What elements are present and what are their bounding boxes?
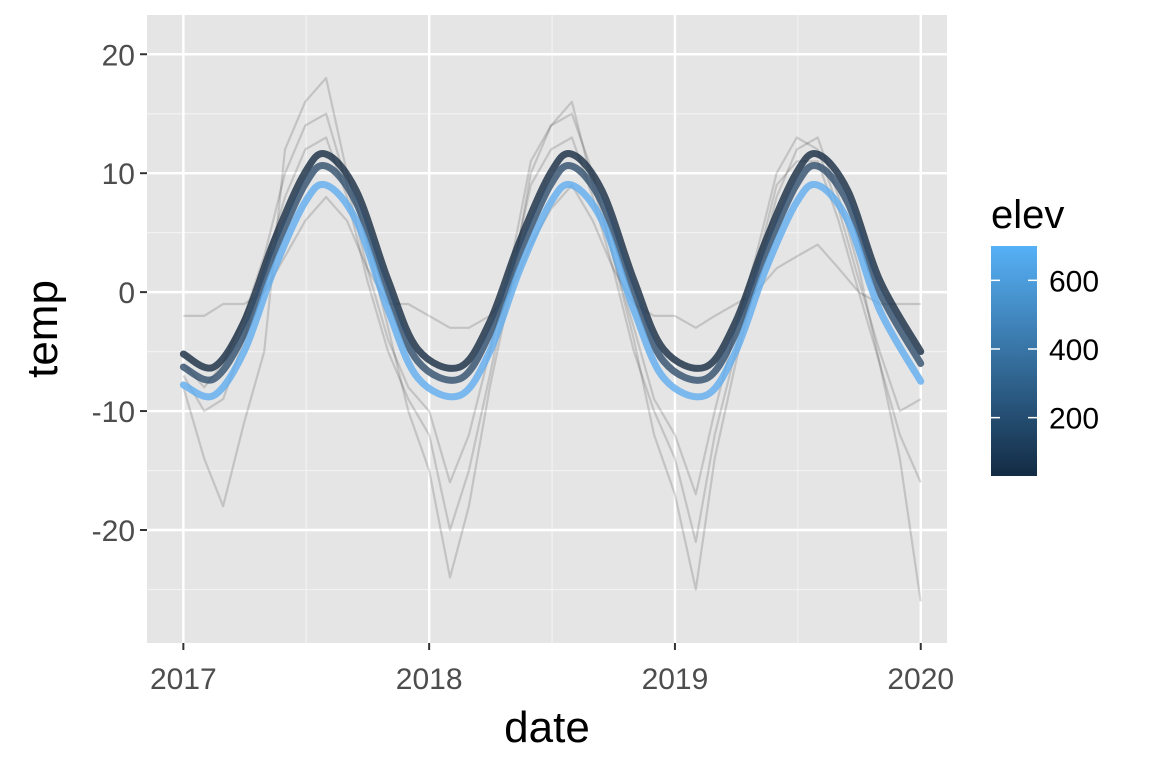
y-tick-label: 0: [118, 277, 135, 310]
legend-colorbar: [991, 246, 1037, 476]
smooth-series-line: [179, 161, 925, 384]
x-axis-title: date: [504, 703, 590, 752]
raw-series-line: [183, 184, 921, 329]
y-axis-title: temp: [18, 280, 67, 378]
x-axis: 2017 2018 2019 2020: [150, 643, 954, 696]
legend: elev 600 400 200: [991, 193, 1099, 476]
y-tick-label: 20: [102, 39, 135, 72]
y-axis: 20 10 0 -10 -20: [92, 39, 147, 548]
legend-tick-label: 200: [1049, 403, 1099, 436]
y-tick-label: -10: [92, 396, 135, 429]
smooth-series: [179, 150, 925, 401]
x-tick-label: 2017: [150, 663, 217, 696]
smooth-series-line: [179, 180, 925, 401]
raw-series-line: [182, 76, 922, 602]
legend-ticks: 600 400 200: [991, 265, 1099, 436]
smooth-series-line: [179, 150, 925, 372]
raw-series-line: [182, 112, 922, 496]
y-tick-label: 10: [102, 158, 135, 191]
legend-tick-label: 600: [1049, 265, 1099, 298]
y-tick-label: -20: [92, 515, 135, 548]
raw-series-line: [182, 136, 922, 544]
raw-series: [182, 76, 922, 602]
legend-title: elev: [991, 193, 1064, 237]
x-tick-label: 2019: [642, 663, 709, 696]
plot-panel: [147, 15, 947, 643]
panel-background: [147, 15, 947, 643]
x-tick-label: 2018: [396, 663, 463, 696]
x-tick-label: 2020: [887, 663, 954, 696]
legend-tick-label: 400: [1049, 334, 1099, 367]
